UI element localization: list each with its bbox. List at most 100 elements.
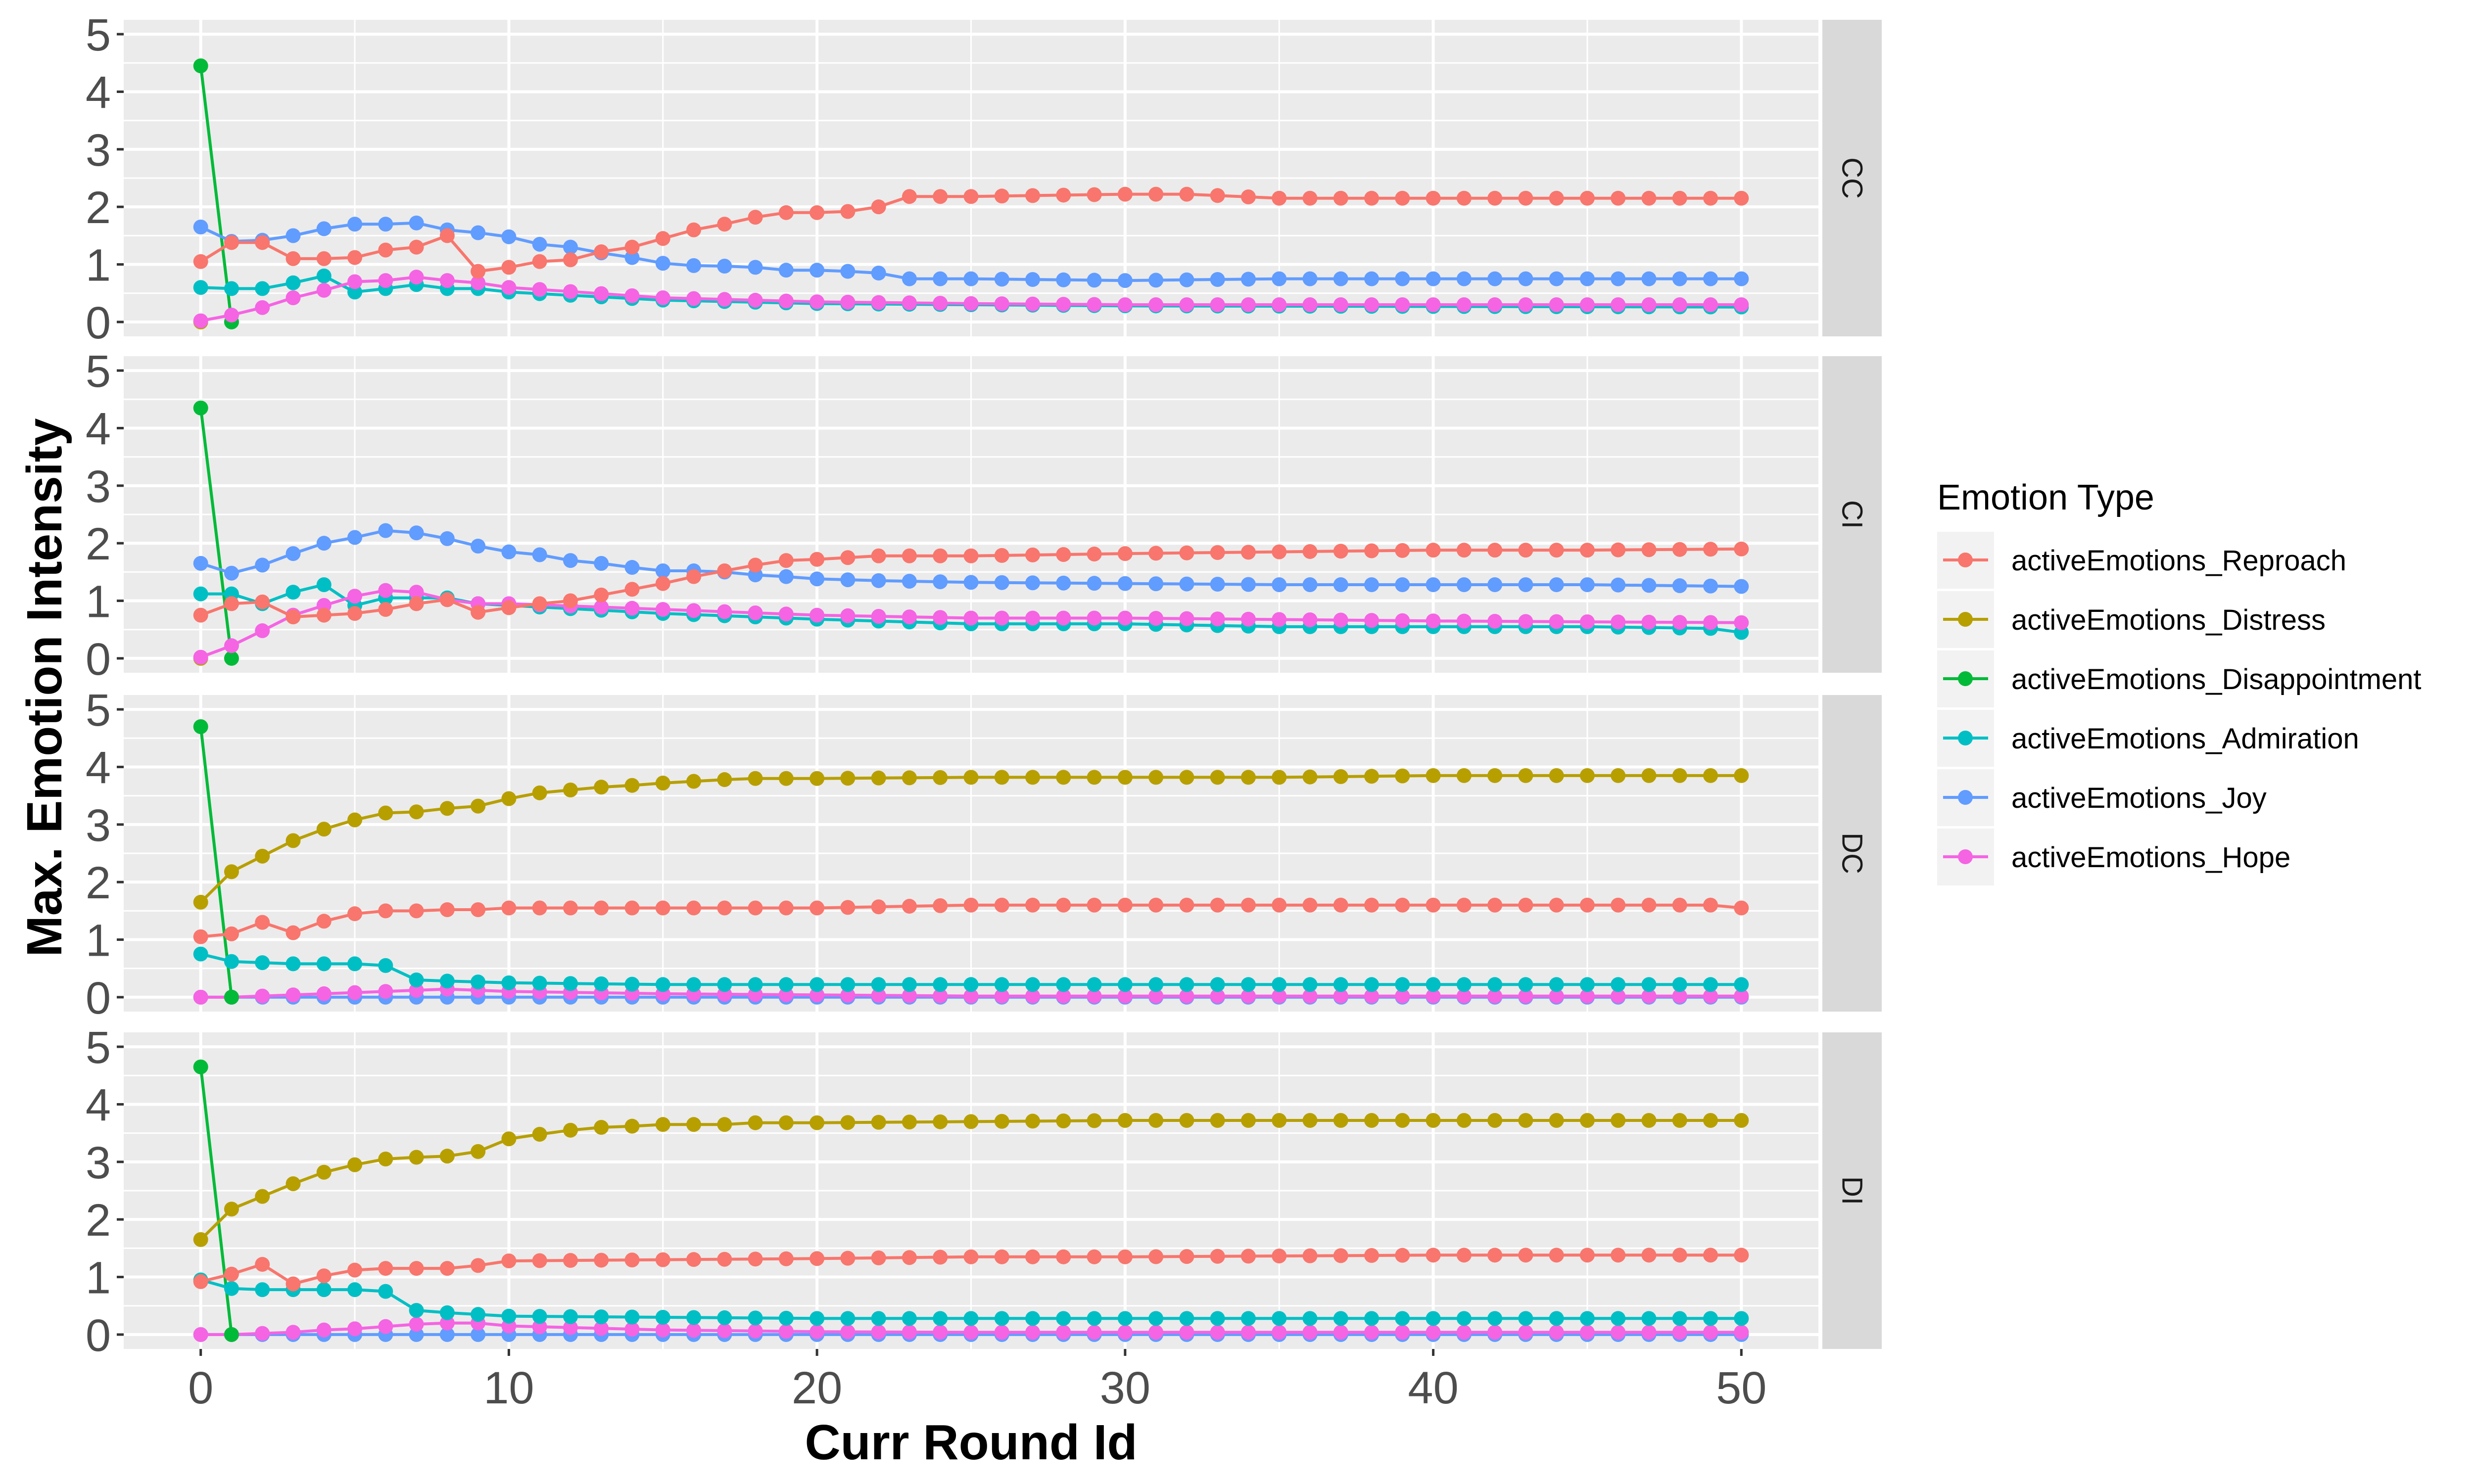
series-hope-point <box>840 608 856 623</box>
series-admiration-point <box>871 977 886 992</box>
series-joy-point <box>1056 575 1071 591</box>
series-hope-point <box>439 273 455 288</box>
series-hope-point <box>594 286 609 301</box>
series-hope-point <box>1056 610 1071 626</box>
series-hope-point <box>316 1322 332 1338</box>
y-tick-label: 3 <box>86 800 111 851</box>
series-admiration-point <box>624 1309 640 1325</box>
series-reproach-point <box>748 1252 763 1267</box>
series-hope-point <box>1703 1325 1718 1340</box>
series-hope-point <box>1395 1325 1410 1340</box>
series-hope-point <box>193 313 208 328</box>
series-reproach-point <box>624 239 640 255</box>
series-distress-point <box>563 783 578 797</box>
series-reproach-point <box>255 1256 270 1272</box>
series-hope-point <box>1734 297 1749 312</box>
series-joy-point <box>1734 271 1749 286</box>
series-admiration-point <box>1549 977 1564 992</box>
series-reproach-point <box>933 898 948 913</box>
series-reproach-point <box>1272 190 1287 206</box>
series-joy-point <box>316 536 332 551</box>
series-hope-point <box>193 989 208 1005</box>
legend-key-point <box>1958 790 1973 805</box>
series-reproach-point <box>409 903 424 919</box>
series-hope-point <box>748 605 763 620</box>
series-admiration-point <box>748 977 763 992</box>
panel-cc: 0 1 2 3 4 5 CC <box>86 10 1882 348</box>
series-reproach-point <box>1025 547 1041 562</box>
series-hope-point <box>1549 988 1564 1004</box>
series-hope-point <box>1364 297 1380 312</box>
series-distress-point <box>1734 768 1749 783</box>
series-joy-point <box>285 546 301 561</box>
series-hope-point <box>439 1315 455 1331</box>
series-reproach-point <box>1518 543 1533 558</box>
series-distress-point <box>963 770 979 785</box>
series-hope-point <box>902 609 917 625</box>
series-hope-point <box>1487 1325 1503 1340</box>
series-joy-point <box>1179 576 1194 592</box>
series-admiration-point <box>224 281 239 296</box>
series-joy-point <box>255 557 270 573</box>
series-reproach-point <box>1395 543 1410 558</box>
series-joy-point <box>1025 575 1041 591</box>
legend: Emotion Type activeEmotions_Reproachactiv… <box>1937 478 2422 885</box>
series-distress-point <box>1549 1113 1564 1128</box>
series-reproach-point <box>1179 186 1194 202</box>
series-reproach-point <box>1549 543 1564 558</box>
series-admiration-point <box>994 1311 1009 1326</box>
series-joy-point <box>1148 273 1164 288</box>
series-joy-point <box>1302 577 1318 592</box>
series-hope-point <box>686 291 702 306</box>
series-admiration-point <box>1456 977 1472 992</box>
series-reproach-point <box>902 548 917 563</box>
series-reproach-point <box>655 576 670 591</box>
series-reproach-point <box>1117 1249 1133 1264</box>
series-admiration-point <box>594 976 609 991</box>
series-reproach-point <box>409 596 424 611</box>
series-reproach-point <box>594 244 609 259</box>
series-joy-point <box>1672 578 1687 594</box>
series-reproach-point <box>748 210 763 225</box>
series-admiration-point <box>717 977 732 992</box>
series-distress-point <box>1672 1113 1687 1128</box>
series-reproach-point <box>1364 1248 1380 1263</box>
series-reproach-point <box>1672 542 1687 557</box>
series-joy-point <box>501 544 517 559</box>
series-admiration-point <box>316 956 332 972</box>
series-distress-point <box>655 776 670 791</box>
series-reproach-line <box>200 547 1742 619</box>
y-tick-label: 4 <box>86 404 111 454</box>
series-joy-point <box>1210 272 1225 287</box>
series-joy-point <box>285 228 301 243</box>
series-hope-point <box>717 1323 732 1338</box>
series-joy-point <box>902 271 917 286</box>
series-hope-point <box>1240 297 1256 312</box>
series-joy-point <box>840 264 856 279</box>
series-joy-point <box>717 259 732 274</box>
series-distress-point <box>501 1131 517 1147</box>
series-admiration-point <box>193 946 208 962</box>
series-reproach-point <box>1703 542 1718 557</box>
series-reproach-point <box>193 929 208 944</box>
series-reproach-point <box>655 900 670 916</box>
series-distress-point <box>1734 1113 1749 1128</box>
series-reproach-point <box>193 1274 208 1289</box>
series-hope-point <box>1579 614 1595 630</box>
series-hope-point <box>224 638 239 653</box>
series-hope-point <box>1056 1325 1071 1340</box>
series-reproach-point <box>809 205 825 220</box>
series-distress-point <box>1611 1113 1626 1128</box>
series-admiration-point <box>1240 1311 1256 1326</box>
series-hope-point <box>871 608 886 624</box>
series-distress-point <box>778 1115 794 1130</box>
facet-strip <box>1822 20 1882 336</box>
series-admiration-point <box>1117 1311 1133 1326</box>
series-hope-point <box>1426 613 1441 629</box>
series-joy-point <box>624 250 640 265</box>
series-admiration-point <box>902 1311 917 1326</box>
series-reproach-point <box>963 548 979 563</box>
series-hope-point <box>624 601 640 616</box>
series-disappointment-line <box>199 65 233 323</box>
series-reproach-point <box>1579 897 1595 913</box>
